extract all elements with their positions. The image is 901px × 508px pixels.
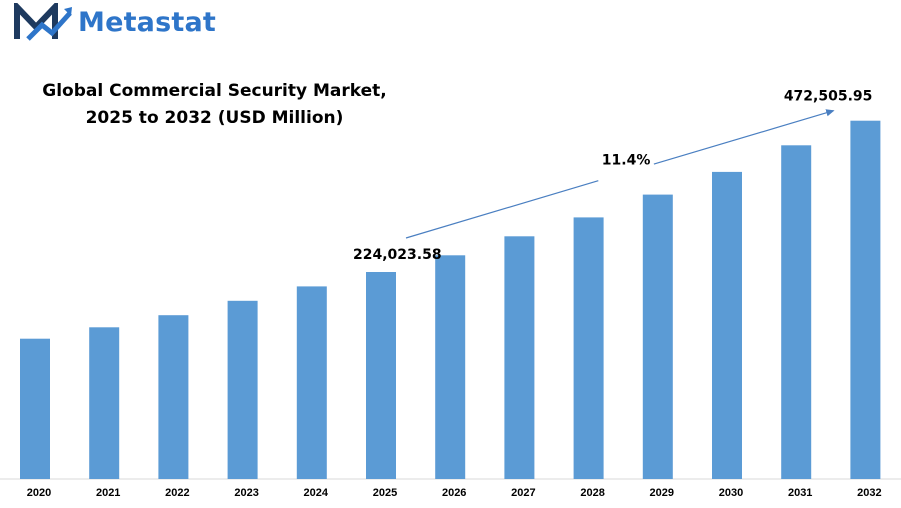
brand-logo: Metastat — [14, 2, 216, 42]
bar-2031 — [781, 145, 812, 480]
x-tick-label-2030: 2030 — [719, 487, 743, 499]
cagr-label: 11.4% — [602, 152, 651, 168]
bar-2025 — [366, 272, 396, 479]
bar-2021 — [89, 327, 120, 479]
x-tick-label-2027: 2027 — [511, 487, 535, 499]
bar-2028 — [573, 217, 604, 479]
x-tick-label-2028: 2028 — [580, 487, 604, 499]
bar-2023 — [227, 300, 258, 479]
chart-title: Global Commercial Security Market, 2025 … — [22, 78, 407, 132]
bar-2020 — [20, 338, 50, 479]
bar-2029 — [642, 194, 673, 479]
x-tick-label-2021: 2021 — [96, 487, 120, 499]
bar-2024 — [296, 286, 327, 479]
chart-title-line-1: Global Commercial Security Market, — [42, 81, 387, 101]
cagr-arrow-segment-2 — [653, 109, 835, 165]
x-tick-label-2023: 2023 — [234, 487, 258, 499]
x-tick-label-2020: 2020 — [27, 487, 51, 499]
x-tick-label-2029: 2029 — [650, 487, 674, 499]
data-label-2032: 472,505.95 — [784, 89, 873, 105]
bar-2027 — [504, 236, 535, 479]
chart-title-line-2: 2025 to 2032 (USD Million) — [85, 108, 344, 128]
bar-2022 — [158, 315, 189, 479]
x-tick-label-2031: 2031 — [788, 487, 812, 499]
bar-2030 — [712, 171, 742, 479]
data-label-2025: 224,023.58 — [353, 247, 442, 263]
metastat-m-logo-icon — [14, 3, 72, 41]
bar-2032 — [850, 120, 881, 479]
x-tick-label-2032: 2032 — [857, 487, 881, 499]
bar-2026 — [435, 255, 466, 479]
x-tick-label-2026: 2026 — [442, 487, 466, 499]
brand-name: Metastat — [78, 6, 217, 38]
x-tick-label-2025: 2025 — [373, 487, 397, 499]
x-tick-label-2024: 2024 — [304, 487, 329, 499]
cagr-arrow-segment-1 — [405, 180, 599, 239]
x-tick-label-2022: 2022 — [165, 487, 189, 499]
